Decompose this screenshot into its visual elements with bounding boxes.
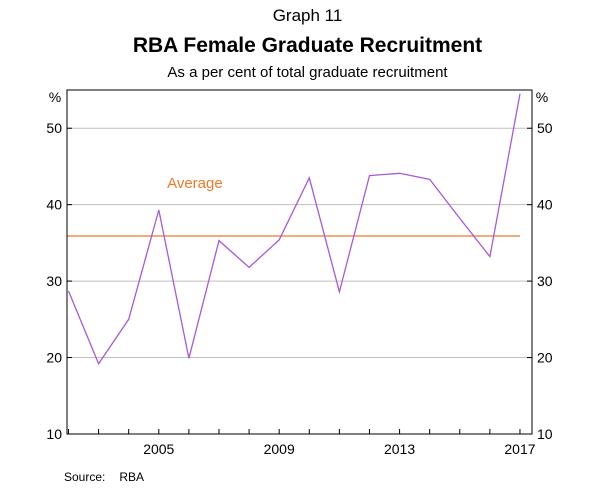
- data-point: [309, 177, 310, 178]
- y-tick-label-left: 50: [46, 120, 62, 136]
- data-point: [429, 179, 430, 180]
- average-label: Average: [167, 175, 223, 192]
- y-tick-label-right: 50: [537, 120, 553, 136]
- chart-title: RBA Female Graduate Recruitment: [132, 34, 483, 57]
- data-point: [339, 291, 340, 292]
- y-tick-label-left: 30: [46, 273, 62, 289]
- x-tick-label: 2009: [264, 441, 295, 457]
- source-value: RBA: [119, 470, 145, 484]
- y-tick-label-right: 10: [537, 426, 553, 442]
- data-point: [399, 173, 400, 174]
- graph-number: Graph 11: [272, 6, 343, 25]
- data-point: [128, 319, 129, 320]
- x-tick-label: 2017: [504, 441, 535, 457]
- data-point: [459, 218, 460, 219]
- data-point: [489, 256, 490, 257]
- data-point: [188, 358, 189, 359]
- data-point: [248, 267, 249, 268]
- data-point: [68, 290, 69, 291]
- y-tick-label-right: 20: [537, 350, 553, 366]
- data-point: [279, 239, 280, 240]
- y-tick-label-right: 30: [537, 273, 553, 289]
- y-tick-label-left: 40: [46, 197, 62, 213]
- left-unit-label: %: [49, 89, 61, 105]
- plot-frame: [66, 89, 533, 435]
- right-unit-label: %: [536, 89, 548, 105]
- source-label: Source:: [64, 470, 106, 484]
- series-line: [67, 93, 521, 366]
- chart-subtitle: As a per cent of total graduate recruitm…: [167, 64, 448, 81]
- data-point: [519, 93, 520, 94]
- series-layer: [67, 93, 521, 366]
- y-tick-label-left: 10: [46, 426, 62, 442]
- data-point: [218, 240, 219, 241]
- data-point: [98, 363, 99, 364]
- y-tick-label-left: 20: [46, 350, 62, 366]
- average-layer: Average: [67, 175, 520, 237]
- grid-layer: [67, 127, 532, 359]
- data-point: [158, 209, 159, 210]
- source-note: Source: RBA: [64, 470, 158, 484]
- y-tick-label-right: 40: [537, 197, 553, 213]
- data-point: [369, 175, 370, 176]
- tick-layer: 10 10 20 20 30 30 40 40 50 50 2005 2009 2013 2017: [46, 120, 552, 457]
- x-tick-label: 2013: [384, 441, 415, 457]
- x-tick-label: 2005: [143, 441, 174, 457]
